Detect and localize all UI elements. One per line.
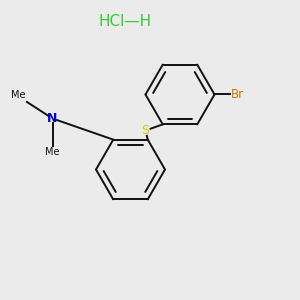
Text: Me: Me <box>45 147 60 157</box>
Text: Me: Me <box>11 91 26 100</box>
Text: Br: Br <box>231 88 244 101</box>
Text: S: S <box>142 124 149 137</box>
Text: N: N <box>47 112 58 125</box>
Text: HCl—H: HCl—H <box>99 14 152 28</box>
